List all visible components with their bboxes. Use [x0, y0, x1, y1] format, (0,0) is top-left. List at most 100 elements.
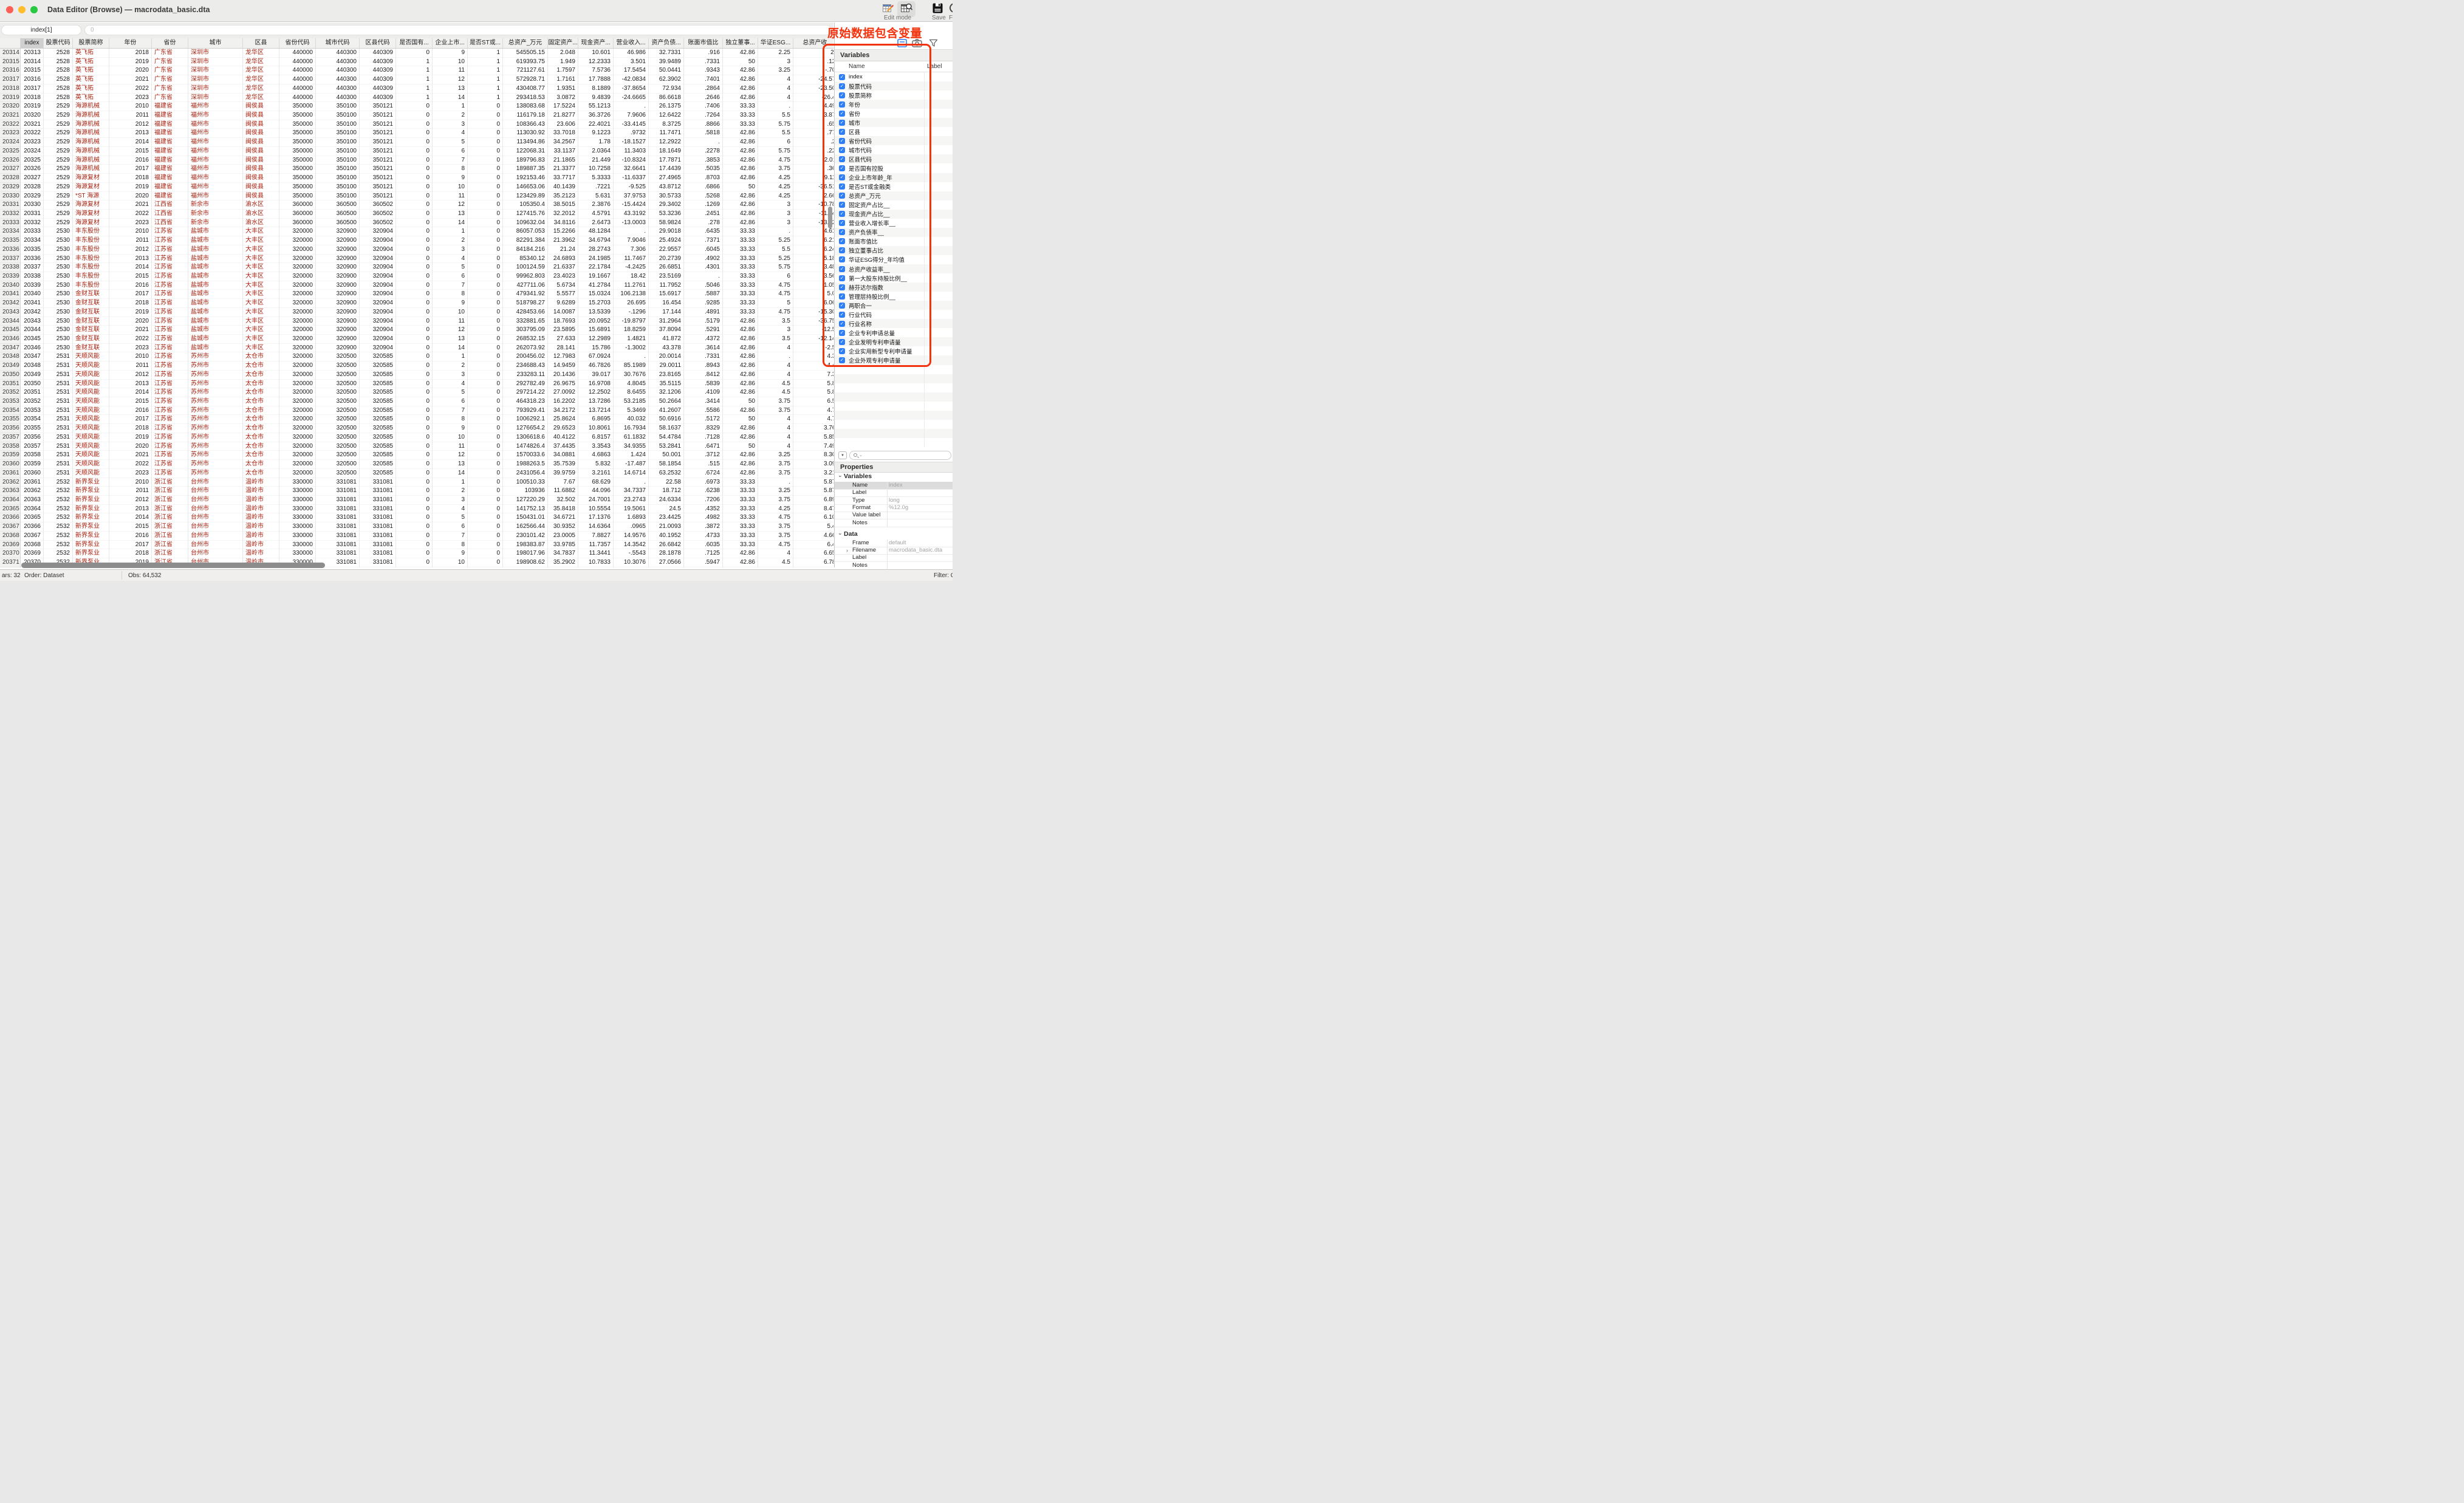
table-cell[interactable]: 0: [468, 165, 503, 174]
table-cell[interactable]: 2017: [109, 540, 152, 550]
table-cell[interactable]: 2530: [44, 326, 73, 335]
table-cell[interactable]: 23.4425: [649, 513, 684, 523]
table-cell[interactable]: 11.3441: [578, 549, 614, 558]
table-cell[interactable]: .: [758, 227, 793, 237]
table-cell[interactable]: 0: [396, 272, 433, 281]
table-cell[interactable]: 29.6523: [548, 424, 578, 433]
table-cell[interactable]: 12.2502: [578, 388, 614, 398]
row-number[interactable]: 20368: [0, 531, 21, 541]
table-cell[interactable]: 518798.27: [503, 299, 548, 308]
table-cell[interactable]: 20341: [21, 299, 44, 308]
table-cell[interactable]: 50: [723, 415, 758, 425]
table-cell[interactable]: 台州市: [188, 495, 243, 505]
table-cell[interactable]: 109632.04: [503, 218, 548, 228]
table-cell[interactable]: 4: [758, 343, 793, 353]
table-cell[interactable]: 5.182: [793, 255, 833, 264]
table-cell[interactable]: 1.050: [793, 281, 833, 290]
table-cell[interactable]: 闽侯县: [243, 146, 279, 156]
variable-checkbox[interactable]: [839, 92, 845, 98]
table-cell[interactable]: 江西省: [152, 200, 188, 210]
table-cell[interactable]: 320500: [316, 397, 360, 406]
table-cell[interactable]: 27.0566: [649, 558, 684, 567]
row-number[interactable]: 20319: [0, 93, 21, 103]
table-cell[interactable]: 3.75: [758, 165, 793, 174]
table-cell[interactable]: 海源机械: [73, 156, 109, 165]
table-cell[interactable]: 9.1223: [578, 129, 614, 139]
table-cell[interactable]: 0: [468, 513, 503, 523]
table-cell[interactable]: 58.9824: [649, 218, 684, 228]
table-cell[interactable]: 20314: [21, 57, 44, 67]
table-cell[interactable]: 天顺风能: [73, 415, 109, 425]
table-cell[interactable]: 1276654.2: [503, 424, 548, 433]
table-cell[interactable]: 0: [468, 272, 503, 281]
table-cell[interactable]: 320000: [279, 388, 316, 398]
table-cell[interactable]: -17.487: [614, 460, 649, 469]
table-cell[interactable]: 2012: [109, 495, 152, 505]
variable-checkbox[interactable]: [839, 329, 845, 336]
table-cell[interactable]: 330000: [279, 504, 316, 514]
row-number[interactable]: 20366: [0, 513, 21, 523]
variable-checkbox[interactable]: [839, 229, 845, 236]
table-cell[interactable]: 21.3377: [548, 165, 578, 174]
table-cell[interactable]: 32.7331: [649, 49, 684, 58]
table-cell[interactable]: 293418.53: [503, 93, 548, 103]
table-cell[interactable]: 320000: [279, 451, 316, 460]
table-cell[interactable]: 0: [468, 388, 503, 398]
table-cell[interactable]: 2020: [109, 317, 152, 326]
table-cell[interactable]: 0: [396, 442, 433, 451]
table-cell[interactable]: 天顺风能: [73, 451, 109, 460]
table-cell[interactable]: 320000: [279, 460, 316, 469]
table-cell[interactable]: 46.986: [614, 49, 649, 58]
table-cell[interactable]: 龙华区: [243, 57, 279, 67]
table-cell[interactable]: 2014: [109, 513, 152, 523]
table-cell[interactable]: 11: [433, 317, 468, 326]
table-cell[interactable]: 20353: [21, 406, 44, 416]
table-cell[interactable]: 江苏省: [152, 263, 188, 272]
table-cell[interactable]: 14.6714: [614, 468, 649, 478]
table-cell[interactable]: 6.53: [793, 397, 833, 406]
table-cell[interactable]: 331081: [316, 495, 360, 505]
table-cell[interactable]: 86057.053: [503, 227, 548, 237]
table-cell[interactable]: 5.877: [793, 487, 833, 496]
table-cell[interactable]: 320585: [360, 397, 396, 406]
row-number[interactable]: 20333: [0, 218, 21, 228]
table-cell[interactable]: 金财互联: [73, 343, 109, 353]
table-cell[interactable]: 0: [468, 352, 503, 362]
table-cell[interactable]: 大丰区: [243, 227, 279, 237]
table-cell[interactable]: 6.786: [793, 558, 833, 567]
table-cell[interactable]: 0: [468, 299, 503, 308]
table-cell[interactable]: 13.7214: [578, 406, 614, 416]
column-header[interactable]: 区县代码: [360, 38, 396, 48]
table-cell[interactable]: 105350.4: [503, 200, 548, 210]
table-cell[interactable]: 15.2703: [578, 299, 614, 308]
table-cell[interactable]: 3: [758, 218, 793, 228]
table-cell[interactable]: 0: [396, 263, 433, 272]
table-cell[interactable]: 江苏省: [152, 415, 188, 425]
table-cell[interactable]: 320585: [360, 406, 396, 416]
table-cell[interactable]: 350000: [279, 146, 316, 156]
table-cell[interactable]: 江苏省: [152, 352, 188, 362]
table-cell[interactable]: 41.872: [649, 335, 684, 344]
table-cell[interactable]: 350100: [316, 156, 360, 165]
table-cell[interactable]: 2431056.4: [503, 468, 548, 478]
table-cell[interactable]: 英飞拓: [73, 75, 109, 84]
table-cell[interactable]: 2021: [109, 326, 152, 335]
table-cell[interactable]: .7128: [684, 433, 723, 442]
table-cell[interactable]: 0: [468, 138, 503, 147]
table-cell[interactable]: 2023: [109, 218, 152, 228]
table-cell[interactable]: 江苏省: [152, 379, 188, 389]
table-cell[interactable]: 39.9759: [548, 468, 578, 478]
table-cell[interactable]: 温岭市: [243, 495, 279, 505]
table-cell[interactable]: 20336: [21, 254, 44, 264]
table-cell[interactable]: 20318: [21, 93, 44, 103]
table-cell[interactable]: .7221: [578, 182, 614, 192]
variable-row[interactable]: 总资产收益率__: [835, 264, 953, 274]
table-cell[interactable]: 320000: [279, 263, 316, 272]
table-cell[interactable]: 太仓市: [243, 460, 279, 469]
table-cell[interactable]: 2529: [44, 156, 73, 165]
table-cell[interactable]: 苏州市: [188, 415, 243, 425]
table-cell[interactable]: 13.5339: [578, 307, 614, 317]
table-cell[interactable]: 1: [468, 93, 503, 103]
table-cell[interactable]: 18.712: [649, 487, 684, 496]
table-cell[interactable]: 320000: [279, 281, 316, 290]
